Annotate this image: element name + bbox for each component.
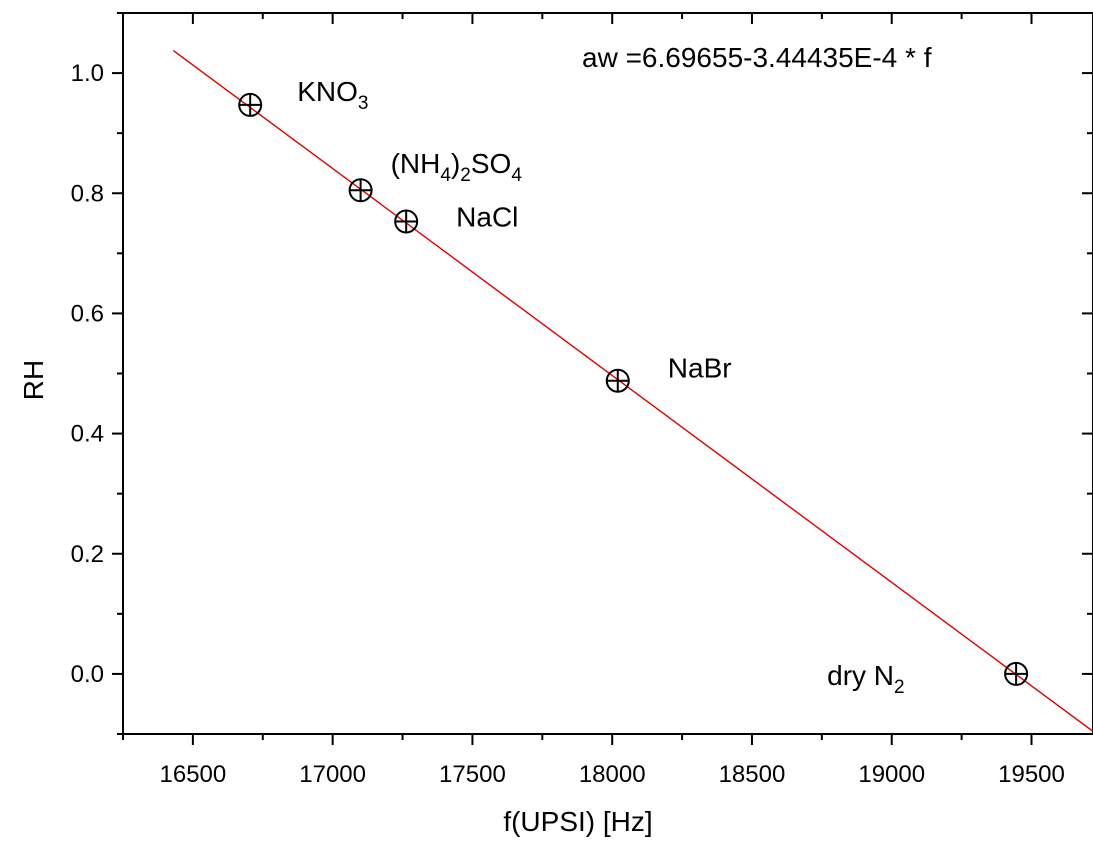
label-part: (NH: [391, 148, 441, 179]
y-tick-label: 0.8: [71, 180, 104, 207]
data-point: [394, 209, 419, 234]
label-subscript: 2: [460, 165, 471, 186]
data-point: [348, 178, 373, 203]
y-tick-label: 0.2: [71, 541, 104, 568]
fit-line-layer: [172, 49, 1093, 732]
x-axis-ticks: 16500 17000 17500 18000 18500 19000 19500: [122, 13, 1065, 788]
data-point: [605, 368, 630, 393]
data-point-label: KNO3: [297, 76, 368, 114]
x-tick-label: 19500: [998, 761, 1065, 788]
data-point-label: NaCl: [456, 201, 518, 232]
y-tick-label: 0.4: [71, 421, 104, 448]
label-part: KNO: [297, 76, 358, 107]
y-axis-ticks: 0.0 0.2 0.4 0.6 0.8 1.0: [71, 12, 1093, 735]
x-axis-title: f(UPSI) [Hz]: [503, 806, 652, 837]
label-subscript: 2: [894, 677, 905, 698]
label-subscript: 3: [358, 93, 369, 114]
label-part: SO: [471, 148, 511, 179]
label-part: NaBr: [668, 353, 732, 384]
x-tick-label: 19000: [858, 761, 925, 788]
label-part: NaCl: [456, 201, 518, 232]
y-tick-label: 1.0: [71, 60, 104, 87]
data-point-label: NaBr: [668, 353, 732, 384]
x-tick-label: 17000: [299, 761, 366, 788]
label-subscript: 4: [440, 165, 451, 186]
label-part: dry N: [827, 660, 894, 691]
x-tick-label: 17500: [439, 761, 506, 788]
data-point-label: (NH4)2SO4: [391, 148, 523, 186]
y-tick-label: 0.0: [71, 661, 104, 688]
data-point-label: dry N2: [827, 660, 904, 698]
data-point: [238, 92, 263, 117]
data-points-layer: [238, 92, 1029, 686]
label-part: ): [451, 148, 460, 179]
y-axis-title: RH: [18, 360, 49, 400]
label-subscript: 4: [511, 165, 522, 186]
x-tick-label: 16500: [160, 761, 227, 788]
y-tick-label: 0.6: [71, 300, 104, 327]
x-tick-label: 18000: [579, 761, 646, 788]
data-point: [1004, 661, 1029, 686]
x-tick-label: 18500: [719, 761, 786, 788]
fit-line: [172, 49, 1093, 732]
equation-annotation: aw =6.69655-3.44435E-4 * f: [582, 42, 932, 73]
